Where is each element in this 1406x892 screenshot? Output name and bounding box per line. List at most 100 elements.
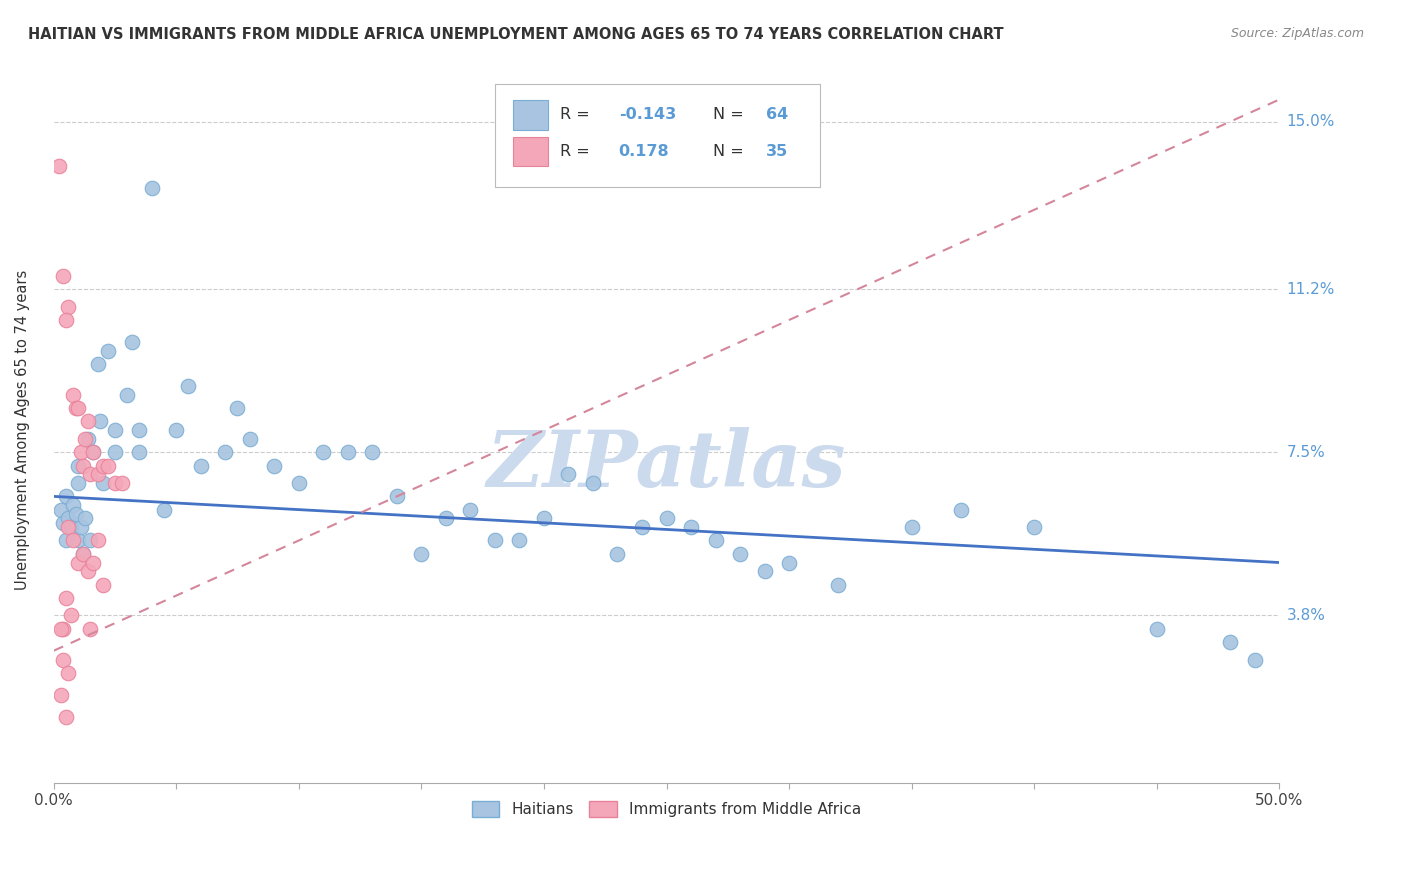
FancyBboxPatch shape xyxy=(513,136,547,166)
Point xyxy=(104,423,127,437)
Point xyxy=(704,533,727,548)
FancyBboxPatch shape xyxy=(495,85,820,186)
Point xyxy=(55,313,77,327)
Point xyxy=(434,511,457,525)
Point xyxy=(121,334,143,349)
Text: 64: 64 xyxy=(766,107,789,122)
Point xyxy=(165,423,187,437)
Point xyxy=(52,652,75,666)
Point xyxy=(190,458,212,473)
Point xyxy=(411,547,433,561)
Y-axis label: Unemployment Among Ages 65 to 74 years: Unemployment Among Ages 65 to 74 years xyxy=(15,270,30,591)
Point xyxy=(655,511,678,525)
Point xyxy=(75,432,97,446)
Point xyxy=(62,533,84,548)
Point xyxy=(1024,520,1046,534)
Point xyxy=(82,445,104,459)
Point xyxy=(65,401,87,416)
Point xyxy=(87,467,110,482)
Point xyxy=(87,533,110,548)
Point xyxy=(91,577,114,591)
Point xyxy=(52,622,75,636)
Point xyxy=(77,565,100,579)
Point xyxy=(312,445,335,459)
Text: R =: R = xyxy=(560,107,595,122)
Point xyxy=(62,498,84,512)
Point xyxy=(557,467,579,482)
Point xyxy=(65,507,87,521)
Text: -0.143: -0.143 xyxy=(619,107,676,122)
Point xyxy=(72,547,94,561)
Point xyxy=(67,458,90,473)
Point xyxy=(460,502,482,516)
Point xyxy=(72,458,94,473)
Point xyxy=(48,159,70,173)
Point xyxy=(177,379,200,393)
Point xyxy=(827,577,849,591)
Text: 15.0%: 15.0% xyxy=(1286,114,1334,129)
Point xyxy=(606,547,628,561)
Point xyxy=(728,547,751,561)
Point xyxy=(582,476,605,491)
Point xyxy=(111,476,134,491)
Point xyxy=(82,556,104,570)
Point xyxy=(49,622,72,636)
Point xyxy=(104,476,127,491)
Text: 7.5%: 7.5% xyxy=(1286,445,1324,459)
Point xyxy=(361,445,384,459)
Point xyxy=(949,502,972,516)
Point xyxy=(87,357,110,371)
Point xyxy=(91,476,114,491)
Point xyxy=(49,688,72,702)
Point xyxy=(128,423,150,437)
Point xyxy=(69,520,91,534)
FancyBboxPatch shape xyxy=(513,100,547,129)
Text: 35: 35 xyxy=(766,144,789,159)
Point xyxy=(55,533,77,548)
Text: 0.178: 0.178 xyxy=(619,144,669,159)
Point xyxy=(69,445,91,459)
Text: 11.2%: 11.2% xyxy=(1286,282,1334,297)
Point xyxy=(141,180,163,194)
Point xyxy=(1219,635,1241,649)
Text: ZIPatlas: ZIPatlas xyxy=(486,427,846,504)
Point xyxy=(49,502,72,516)
Text: Source: ZipAtlas.com: Source: ZipAtlas.com xyxy=(1230,27,1364,40)
Legend: Haitians, Immigrants from Middle Africa: Haitians, Immigrants from Middle Africa xyxy=(464,794,869,825)
Point xyxy=(631,520,654,534)
Point xyxy=(59,520,82,534)
Point xyxy=(778,556,800,570)
Point xyxy=(900,520,922,534)
Point xyxy=(91,458,114,473)
Point xyxy=(79,467,101,482)
Point xyxy=(59,608,82,623)
Point xyxy=(263,458,285,473)
Point xyxy=(508,533,530,548)
Point xyxy=(679,520,702,534)
Point xyxy=(82,445,104,459)
Point xyxy=(1244,652,1267,666)
Point xyxy=(55,591,77,605)
Text: N =: N = xyxy=(713,107,749,122)
Text: N =: N = xyxy=(713,144,749,159)
Point xyxy=(72,547,94,561)
Point xyxy=(96,458,118,473)
Point xyxy=(288,476,311,491)
Point xyxy=(153,502,176,516)
Point xyxy=(96,343,118,358)
Text: 3.8%: 3.8% xyxy=(1286,608,1326,623)
Point xyxy=(67,476,90,491)
Point xyxy=(67,533,90,548)
Point xyxy=(55,489,77,503)
Point xyxy=(67,401,90,416)
Point xyxy=(484,533,506,548)
Point xyxy=(533,511,555,525)
Point xyxy=(79,622,101,636)
Point xyxy=(67,556,90,570)
Point xyxy=(754,565,776,579)
Point xyxy=(385,489,408,503)
Point xyxy=(214,445,236,459)
Point xyxy=(226,401,249,416)
Point xyxy=(58,300,80,314)
Point xyxy=(79,533,101,548)
